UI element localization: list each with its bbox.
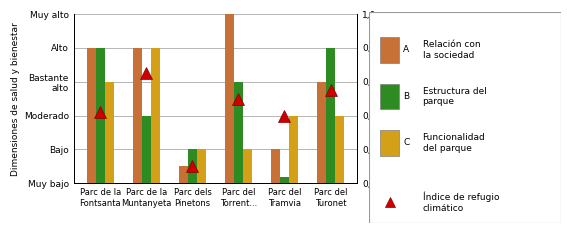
Bar <box>243 149 252 183</box>
Bar <box>133 48 142 183</box>
Bar <box>225 14 234 183</box>
FancyBboxPatch shape <box>369 12 561 223</box>
Y-axis label: Dimensiones de salud y bienestar: Dimensiones de salud y bienestar <box>11 22 19 176</box>
Bar <box>270 149 280 183</box>
Bar <box>142 116 151 183</box>
Text: Relación con
la sociedad: Relación con la sociedad <box>422 40 480 59</box>
Text: A: A <box>403 45 409 54</box>
Bar <box>197 149 206 183</box>
Bar <box>234 82 243 183</box>
Bar <box>280 176 289 183</box>
Text: Funcionalidad
del parque: Funcionalidad del parque <box>422 133 485 153</box>
Bar <box>188 149 197 183</box>
Bar <box>317 82 326 183</box>
Text: B: B <box>403 92 409 101</box>
Bar <box>151 48 160 183</box>
Bar <box>179 166 188 183</box>
Bar <box>326 48 335 183</box>
Text: Estructura del
parque: Estructura del parque <box>422 87 486 106</box>
Bar <box>105 82 114 183</box>
Bar <box>289 116 298 183</box>
Bar <box>335 116 344 183</box>
Y-axis label: Índice de refugio climático: Índice de refugio climático <box>380 38 390 159</box>
Bar <box>87 48 96 183</box>
Text: Índice de refugio
climático: Índice de refugio climático <box>422 192 499 212</box>
Bar <box>96 48 105 183</box>
Text: C: C <box>403 138 409 147</box>
